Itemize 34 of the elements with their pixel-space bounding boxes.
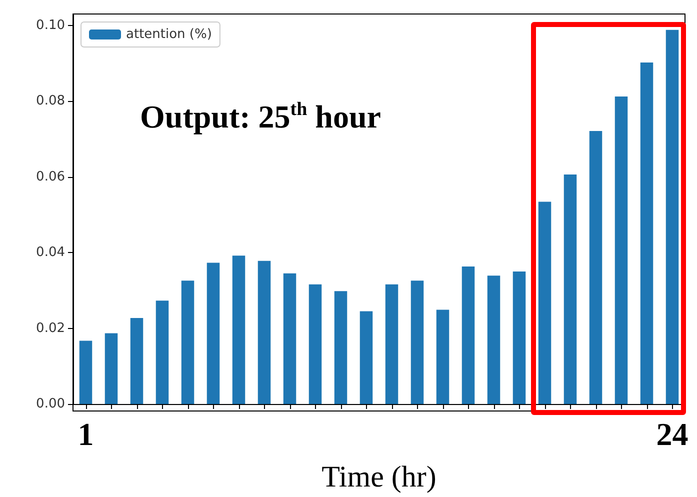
bar: [640, 62, 654, 404]
bar: [79, 340, 92, 404]
bar: [564, 174, 577, 404]
bar: [258, 260, 271, 404]
y-tick-label: 0.00: [36, 396, 65, 412]
bar: [436, 310, 450, 404]
bar: [156, 300, 169, 404]
bar: [360, 311, 373, 404]
bar: [130, 318, 144, 404]
bar: [181, 280, 194, 404]
bar: [410, 280, 424, 404]
bar: [462, 266, 475, 404]
bar: [283, 273, 296, 404]
x-tick-label: 1: [78, 416, 94, 452]
bar: [512, 271, 526, 404]
y-tick-label: 0.08: [36, 94, 65, 109]
y-tick-label: 0.06: [36, 169, 65, 184]
bar: [487, 276, 500, 404]
bar: [385, 284, 398, 404]
y-tick-label: 0.04: [36, 245, 65, 260]
bar: [666, 30, 679, 404]
bar: [334, 291, 348, 404]
bar: [104, 333, 118, 404]
bar: [206, 262, 220, 404]
legend-label: attention (%): [126, 27, 212, 42]
y-tick-label: 0.02: [36, 320, 65, 336]
y-tick-label: 0.10: [36, 18, 65, 33]
bar: [589, 131, 602, 404]
bar: [232, 256, 246, 404]
bar: [308, 284, 322, 404]
x-axis-title: Time (hr): [322, 460, 436, 494]
bar: [614, 96, 628, 404]
bar: [538, 202, 552, 404]
x-tick-label: 24: [656, 416, 688, 452]
